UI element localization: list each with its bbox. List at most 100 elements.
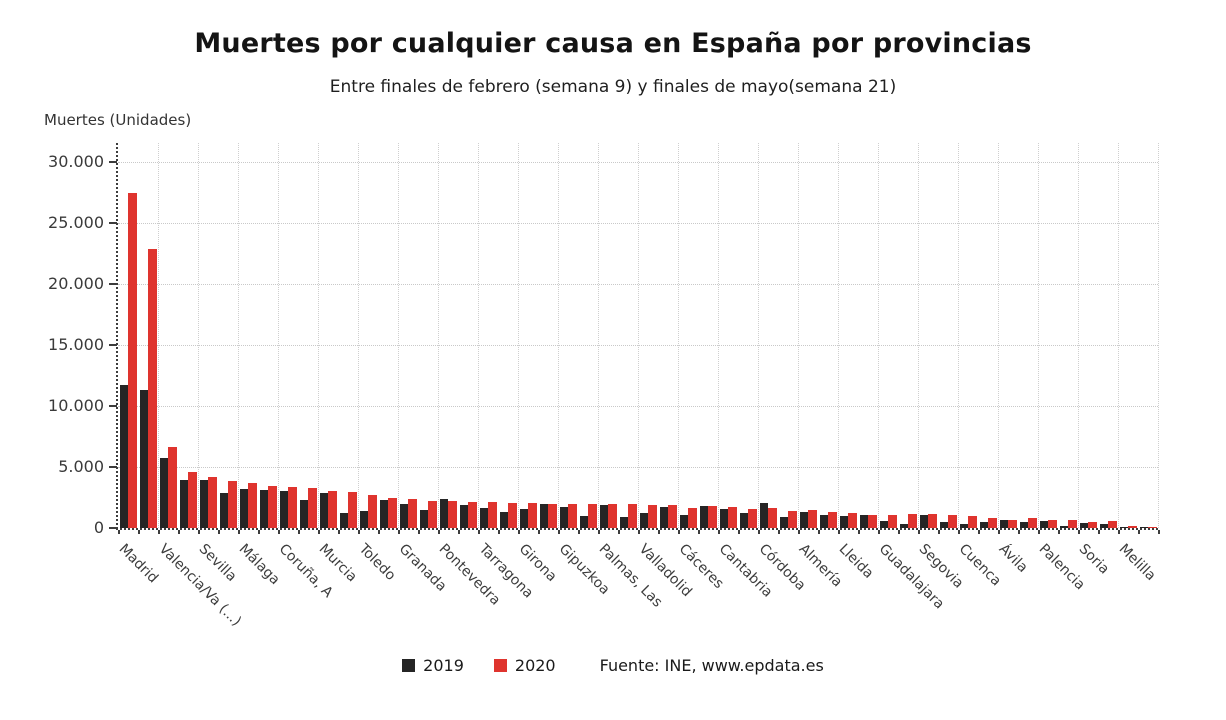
bar-2019 (779, 516, 788, 528)
gridline-vertical (918, 143, 919, 528)
bar-2019 (479, 508, 488, 528)
y-axis-tick (109, 283, 117, 285)
x-axis-tick (378, 530, 380, 534)
gridline-vertical (198, 143, 199, 528)
x-axis-tick (198, 530, 200, 534)
bar-2019 (679, 515, 688, 528)
gridline-vertical (758, 143, 759, 528)
y-axis-tick (109, 466, 117, 468)
bar-2020 (1068, 520, 1077, 528)
x-axis-tick (898, 530, 900, 534)
bar-2020 (1028, 518, 1037, 528)
bar-2019 (999, 520, 1008, 528)
bar-2019 (919, 514, 928, 528)
x-axis-tick (598, 530, 600, 534)
x-axis-tick (798, 530, 800, 534)
bar-2019 (799, 511, 808, 528)
bar-2020 (408, 499, 417, 528)
y-axis-tick-label: 5.000 (58, 457, 104, 476)
bar-2020 (628, 504, 637, 528)
x-axis-tick (358, 530, 360, 534)
x-axis-label: Ávila (995, 541, 1031, 576)
x-axis-tick (1098, 530, 1100, 534)
bar-2019 (959, 524, 968, 528)
y-axis-tick-label: 25.000 (48, 213, 104, 232)
bar-2020 (448, 500, 457, 528)
legend-label-2020: 2020 (514, 656, 556, 675)
bar-2019 (719, 509, 728, 528)
x-axis-tick (478, 530, 480, 534)
gridline-vertical (798, 143, 799, 528)
bar-2019 (699, 506, 708, 528)
bar-2020 (428, 501, 437, 528)
x-axis-tick (558, 530, 560, 534)
x-axis-tick (458, 530, 460, 534)
y-axis-tick (109, 344, 117, 346)
bar-2020 (868, 514, 877, 528)
x-axis-label: Melilla (1115, 541, 1159, 585)
x-axis-tick (578, 530, 580, 534)
gridline-vertical (1038, 143, 1039, 528)
x-axis-label: Málaga (235, 541, 283, 589)
bar-2020 (288, 486, 297, 528)
bar-2019 (899, 523, 908, 528)
gridline-vertical (558, 143, 559, 528)
bar-2020 (328, 491, 337, 528)
bar-2020 (208, 477, 217, 528)
x-axis-tick (1138, 530, 1140, 534)
gridline-vertical (598, 143, 599, 528)
bar-2019 (599, 505, 608, 528)
x-axis-tick (1038, 530, 1040, 534)
bar-2019 (139, 390, 148, 528)
bar-2020 (608, 504, 617, 528)
legend-item-2020[interactable]: 2020 (493, 656, 556, 675)
bar-2019 (739, 512, 748, 528)
bar-2020 (888, 515, 897, 528)
bar-2019 (499, 511, 508, 528)
bar-2019 (179, 480, 188, 528)
bar-2019 (259, 489, 268, 528)
x-axis-tick (418, 530, 420, 534)
x-axis-tick (1158, 530, 1160, 534)
bar-2019 (619, 516, 628, 528)
gridline-vertical (998, 143, 999, 528)
bar-2019 (319, 493, 328, 528)
gridline-vertical (238, 143, 239, 528)
bar-2019 (519, 509, 528, 528)
bar-2020 (968, 516, 977, 528)
bar-2019 (439, 498, 448, 528)
bar-2019 (1099, 524, 1108, 528)
x-axis-tick (878, 530, 880, 534)
gridline-vertical (358, 143, 359, 528)
x-axis-tick (658, 530, 660, 534)
y-axis-tick-label: 30.000 (48, 152, 104, 171)
x-axis-label: Soria (1075, 541, 1113, 578)
chart-subtitle: Entre finales de febrero (semana 9) y fi… (329, 77, 897, 97)
bar-2020 (348, 492, 357, 528)
x-axis-line (116, 528, 1158, 530)
y-axis-tick-label: 20.000 (48, 274, 104, 293)
bar-2020 (748, 509, 757, 528)
bar-2019 (639, 513, 648, 528)
gridline-vertical (518, 143, 519, 528)
bar-2019 (459, 504, 468, 528)
y-axis-tick (109, 222, 117, 224)
x-axis-tick (318, 530, 320, 534)
bar-2019 (1039, 521, 1048, 528)
bar-2019 (199, 480, 208, 528)
x-axis-tick (778, 530, 780, 534)
bar-2019 (859, 514, 868, 528)
bar-2020 (188, 471, 197, 528)
bar-2019 (239, 488, 248, 528)
gridline-vertical (158, 143, 159, 528)
bar-2020 (588, 504, 597, 528)
bar-2020 (1088, 521, 1097, 528)
bar-2020 (908, 513, 917, 528)
y-axis-tick (109, 405, 117, 407)
bar-2020 (468, 501, 477, 528)
x-axis-tick (958, 530, 960, 534)
legend-item-2019[interactable]: 2019 (402, 656, 464, 675)
x-axis-tick (498, 530, 500, 534)
bar-2020 (648, 505, 657, 528)
x-axis-tick (858, 530, 860, 534)
